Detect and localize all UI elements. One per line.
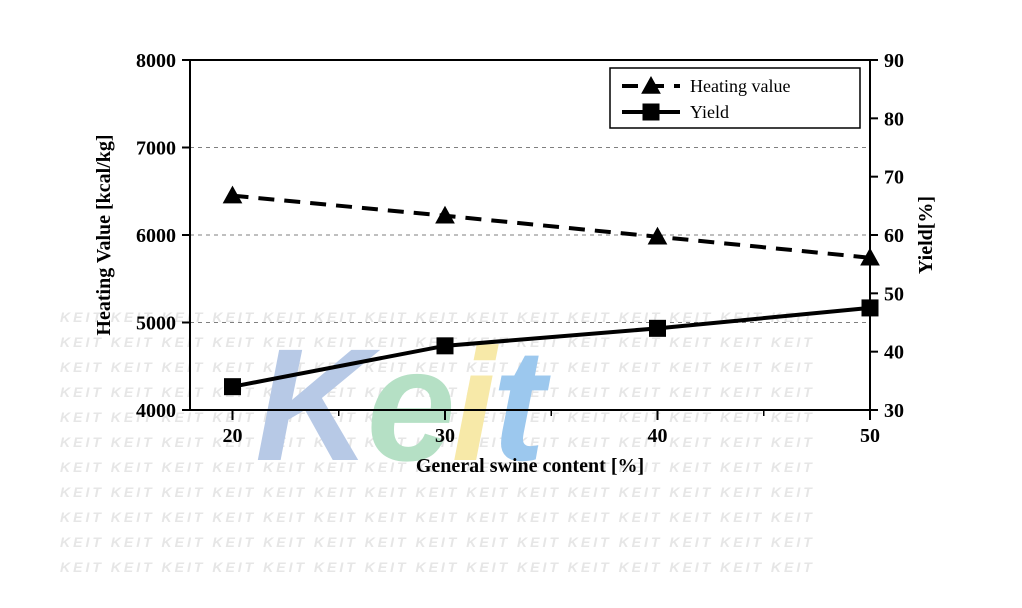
svg-text:90: 90 [884, 50, 904, 72]
watermark-small-row: KEIT KEIT KEIT KEIT KEIT KEIT KEIT KEIT … [60, 535, 815, 549]
svg-text:40: 40 [884, 342, 904, 364]
watermark-small-row: KEIT KEIT KEIT KEIT KEIT KEIT KEIT KEIT … [60, 560, 815, 574]
svg-text:6000: 6000 [136, 225, 176, 247]
svg-text:Yield[%]: Yield[%] [915, 196, 937, 274]
svg-text:Heating Value [kcal/kg]: Heating Value [kcal/kg] [93, 134, 115, 335]
svg-text:70: 70 [884, 167, 904, 189]
svg-text:30: 30 [435, 425, 455, 447]
svg-text:7000: 7000 [136, 138, 176, 160]
svg-text:General swine content [%]: General swine content [%] [416, 455, 644, 477]
svg-text:20: 20 [223, 425, 243, 447]
svg-text:50: 50 [860, 425, 880, 447]
svg-text:80: 80 [884, 108, 904, 130]
chart-svg: 20 30 40 50 General swine content [%] 4000 500… [70, 30, 950, 510]
svg-text:30: 30 [884, 400, 904, 422]
svg-text:5000: 5000 [136, 313, 176, 335]
svg-text:8000: 8000 [136, 50, 176, 72]
chart-container: 20 30 40 50 General swine content [%] 4000 500… [70, 30, 950, 510]
svg-text:4000: 4000 [136, 400, 176, 422]
svg-text:Heating value: Heating value [690, 76, 790, 96]
svg-text:50: 50 [884, 283, 904, 305]
watermark-small-row: KEIT KEIT KEIT KEIT KEIT KEIT KEIT KEIT … [60, 510, 815, 524]
series-yield [225, 300, 879, 395]
svg-text:Yield: Yield [690, 102, 729, 122]
svg-text:40: 40 [648, 425, 668, 447]
svg-text:60: 60 [884, 225, 904, 247]
legend: Heating value Yield [610, 68, 860, 128]
series-heating-value [224, 187, 880, 265]
